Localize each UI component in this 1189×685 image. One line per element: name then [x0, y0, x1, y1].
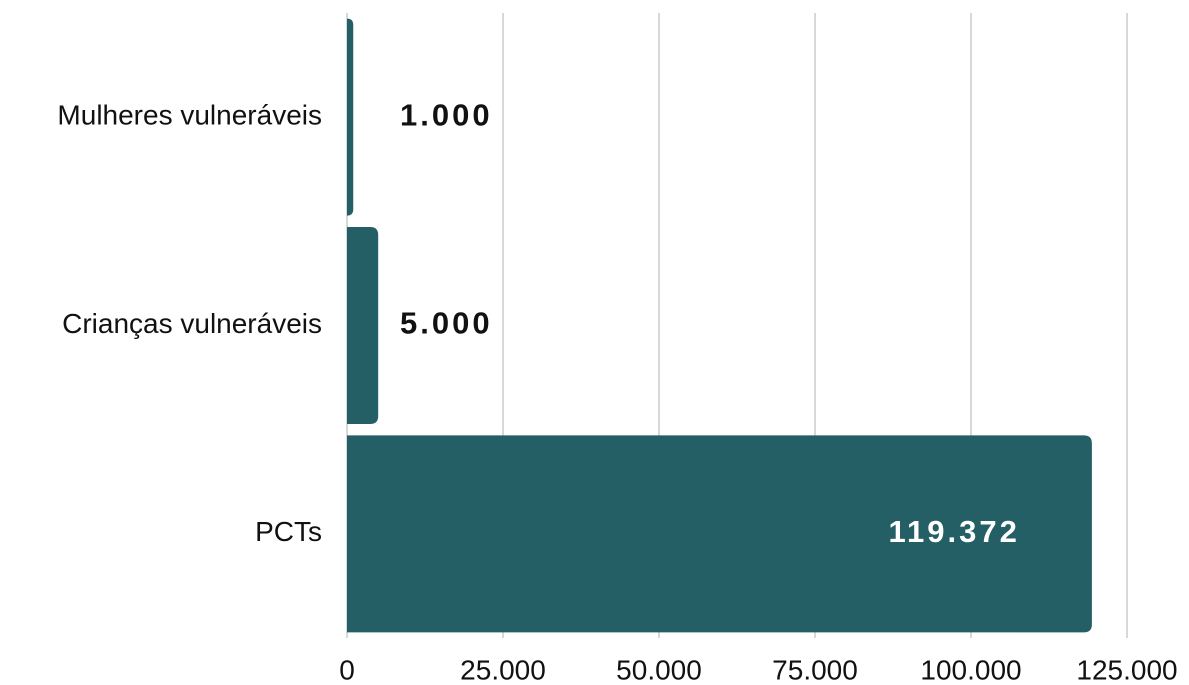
x-tick-label: 50.000 — [616, 654, 702, 685]
y-tick-label: PCTs — [255, 516, 322, 547]
x-tick-label: 0 — [339, 654, 355, 685]
bar — [347, 18, 354, 216]
bar — [347, 227, 379, 424]
x-tick-label: 100.000 — [920, 654, 1021, 685]
x-tick-label: 75.000 — [772, 654, 858, 685]
value-label: 5.000 — [400, 306, 493, 341]
x-tick-label: 125.000 — [1076, 654, 1177, 685]
value-label: 119.372 — [889, 514, 1020, 549]
y-tick-label: Crianças vulneráveis — [62, 308, 322, 339]
bar — [347, 435, 1092, 633]
y-tick-label: Mulheres vulneráveis — [57, 100, 322, 131]
value-label: 1.000 — [400, 97, 493, 132]
x-tick-label: 25.000 — [460, 654, 546, 685]
